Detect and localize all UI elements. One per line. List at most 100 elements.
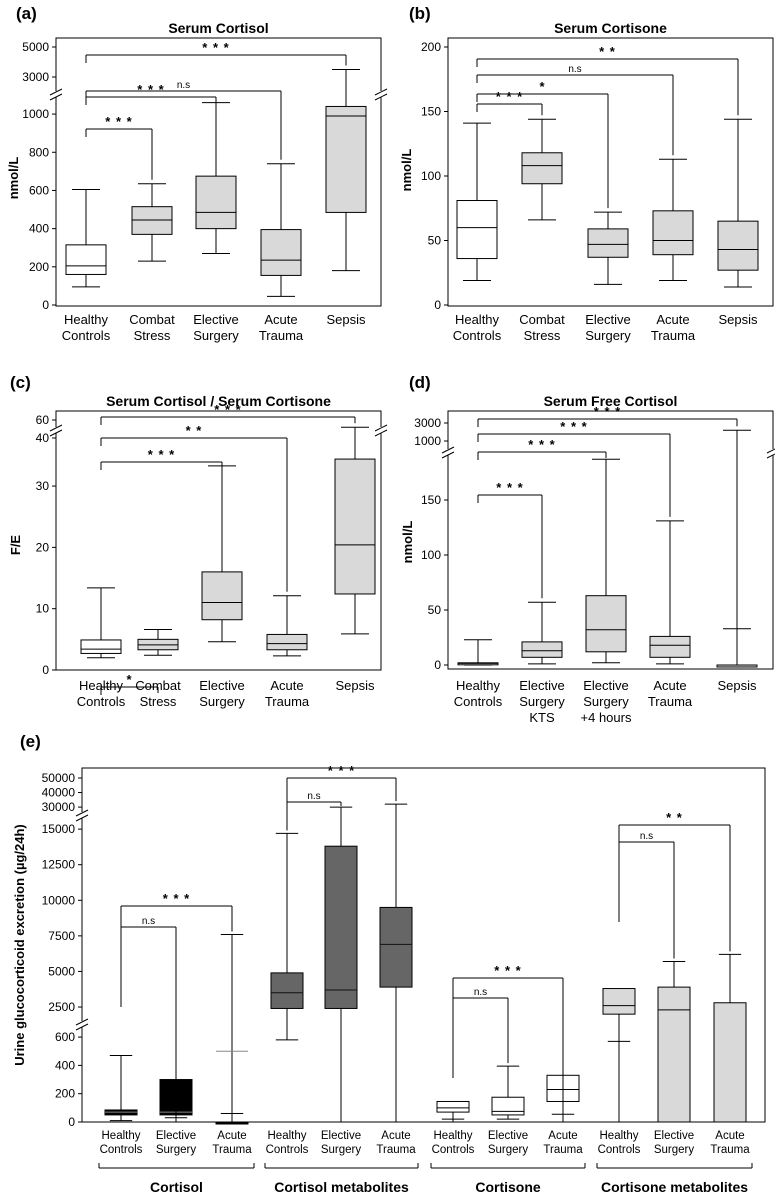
panel-c-sig-label-0: *: [126, 672, 132, 687]
panel-e-group-label-2: Cortisone: [475, 1179, 541, 1195]
panel-a-axis-break-right-slash1: [374, 88, 388, 96]
panel-e-xcat-8: Acute: [548, 1130, 577, 1142]
panel-c-xcat-2: Elective: [199, 678, 245, 693]
panel-e-ytick-label: 15000: [42, 822, 76, 836]
panel-a-ytick-label: 0: [42, 298, 49, 312]
panel-a-sig-label-3: * * *: [202, 40, 229, 55]
panel-a-axis-break-right-slash2: [374, 93, 388, 101]
panel-c-axis-break-left-gap: [50, 427, 62, 433]
panel-c-box-2-box: [201, 571, 243, 621]
panel-d-box-1-box: [521, 641, 563, 658]
panel-e-xcat-4: Elective: [321, 1130, 361, 1142]
panel-e-xcat-0: Controls: [100, 1144, 143, 1156]
panel-b-ylabel: nmol/L: [399, 149, 414, 192]
panel-e-ytick-label: 5000: [48, 964, 75, 978]
panel-e-box-3-box: [270, 972, 304, 1009]
panel-e-sig-label-0: n.s: [142, 916, 155, 927]
panel-c-xcat-1: Combat: [135, 678, 181, 693]
panel-b-sig-label-1: *: [539, 79, 545, 94]
panel-b-ytick-label: 150: [421, 105, 441, 119]
panel-e-xcat-1: Surgery: [156, 1144, 197, 1156]
panel-c-xcat-2: Surgery: [199, 694, 245, 709]
panel-e-sig-label-4: n.s: [474, 987, 487, 998]
panel-c-sig-label-3: * * *: [214, 402, 241, 417]
panel-b-sig-label-2: n.s: [568, 64, 581, 75]
panel-d-xcat-2: Elective: [583, 678, 629, 693]
panel-a-title: Serum Cortisol: [168, 20, 268, 36]
panel-b-sig-label-0: * * *: [496, 89, 523, 104]
panel-d-axis-break-left-slash1: [441, 446, 455, 454]
panel-a-axis-break-right-gap: [375, 91, 387, 97]
panel-e-ytick-label: 12500: [42, 858, 76, 872]
panel-a-box-0-box: [65, 244, 107, 275]
panel-a-xcat-1: Combat: [129, 312, 175, 327]
panel-b-xcat-4: Sepsis: [718, 312, 758, 327]
panel-a-box-4-box: [325, 105, 367, 213]
panel-c-title: Serum Cortisol / Serum Cortisone: [106, 393, 331, 409]
panel-e-ylabel: Urine glucocorticoid excretion (µg/24h): [12, 824, 27, 1066]
panel-c-box-3-box: [266, 633, 308, 651]
panel-e-axis-break-low-gap: [76, 1021, 88, 1027]
panel-a-xcat-2: Elective: [193, 312, 239, 327]
panel-b-xcat-3: Acute: [656, 312, 689, 327]
panel-c-xcat-4: Sepsis: [335, 678, 375, 693]
panel-b-xcat-0: Healthy: [455, 312, 500, 327]
panel-e-group-label-0: Cortisol: [150, 1179, 203, 1195]
panel-d-box-3-box: [649, 635, 691, 658]
panel-e-xcat-8: Trauma: [543, 1144, 583, 1156]
panel-e-group-label-3: Cortisone metabolites: [601, 1179, 748, 1195]
panel-e-box-7-box: [491, 1096, 525, 1116]
panel-e-xcat-10: Surgery: [654, 1144, 695, 1156]
panel-b-label: (b): [409, 4, 431, 23]
panel-a-ytick-label: 5000: [22, 40, 49, 54]
panel-d-ytick-label: 3000: [414, 416, 441, 430]
panel-d-axis-break-right-gap: [767, 449, 775, 455]
panel-e-axis-break-high-gap: [76, 812, 88, 818]
panel-d-sig-label-1: * * *: [528, 437, 555, 452]
panel-a-xcat-4: Sepsis: [326, 312, 366, 327]
panel-e-sig-label-6: n.s: [640, 831, 653, 842]
panel-e-xcat-6: Healthy: [434, 1130, 473, 1142]
panel-d-sig-label-0: * * *: [496, 480, 523, 495]
panel-e-box-9-box: [602, 988, 636, 1015]
panel-b-xcat-0: Controls: [453, 328, 502, 343]
panel-b-xcat-2: Elective: [585, 312, 631, 327]
panel-e-xcat-3: Controls: [266, 1144, 309, 1156]
panel-e-ytick-label: 30000: [42, 800, 76, 814]
panel-e-sig-label-3: * * *: [328, 763, 355, 778]
panel-e-ytick-label: 7500: [48, 929, 75, 943]
panel-d-xcat-3: Acute: [653, 678, 686, 693]
panel-e-xcat-10: Elective: [654, 1130, 694, 1142]
panel-c-xcat-3: Trauma: [265, 694, 310, 709]
panel-a-ytick-label: 800: [29, 145, 49, 159]
panel-a-xcat-2: Surgery: [193, 328, 239, 343]
panel-e-xcat-4: Surgery: [321, 1144, 362, 1156]
panel-a-ylabel: nmol/L: [6, 157, 21, 200]
panel-a-frame: [55, 37, 382, 307]
panel-e-xcat-11: Acute: [715, 1130, 744, 1142]
panel-d-xcat-0: Healthy: [456, 678, 501, 693]
panel-d-axis-break-left-slash2: [441, 451, 455, 459]
panel-d-sig-label-2: * * *: [560, 419, 587, 434]
panel-e-xcat-2: Trauma: [212, 1144, 252, 1156]
panel-d-ytick-label: 0: [434, 658, 441, 672]
panel-b-ytick-label: 50: [428, 234, 442, 248]
panel-c-axis-break-right-slash2: [374, 429, 388, 437]
panel-e-frame: [81, 767, 766, 1123]
panel-b-xcat-2: Surgery: [585, 328, 631, 343]
panel-e-axis-break-high-slash2: [75, 814, 89, 822]
panel-e-sig-label-7: * *: [666, 810, 683, 825]
panel-e-axis-break-high-slash1: [75, 809, 89, 817]
panel-d-xcat-3: Trauma: [648, 694, 693, 709]
panel-e-box-5-box: [379, 906, 413, 988]
panel-d-ylabel: nmol/L: [400, 521, 415, 564]
panel-c-box-0-box: [80, 639, 122, 654]
panel-e-box-2-box: [215, 1121, 249, 1125]
panel-e-box-6-box: [436, 1100, 470, 1113]
panel-c-xcat-0: Healthy: [79, 678, 124, 693]
panel-a-ytick-label: 600: [29, 183, 49, 197]
panel-a-xcat-0: Controls: [62, 328, 111, 343]
panel-c-xcat-1: Stress: [140, 694, 177, 709]
panel-d-frame: [447, 410, 774, 670]
